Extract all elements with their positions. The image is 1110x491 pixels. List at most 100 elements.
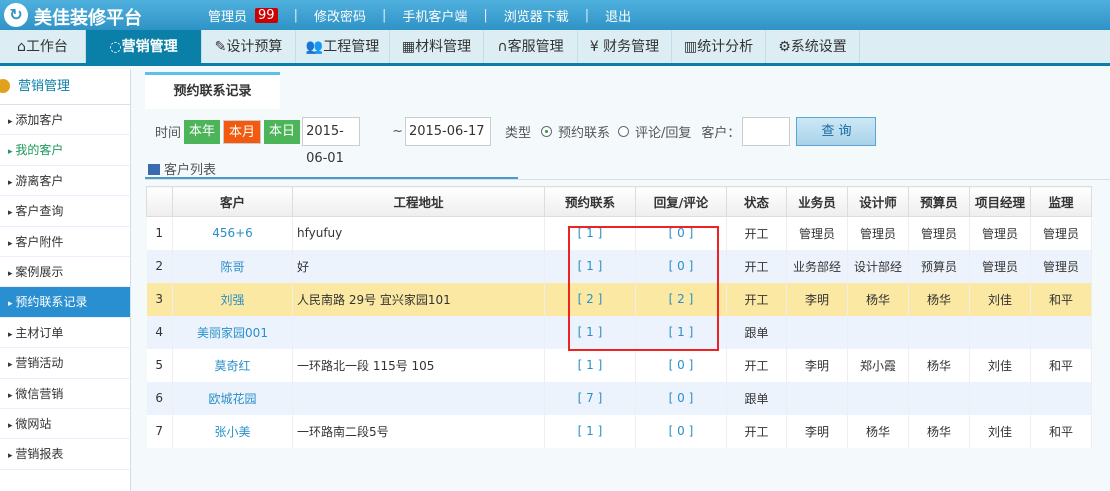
customer-input[interactable]: [742, 117, 791, 146]
contact-count-link[interactable]: [ 1 ]: [544, 414, 636, 448]
nav-tab-marketing[interactable]: ◌营销管理: [86, 30, 202, 63]
customer-link[interactable]: 刘强: [172, 282, 293, 316]
nav-tab-finance[interactable]: ¥ 财务管理: [578, 30, 672, 63]
sidebar-item-attachments[interactable]: 客户附件: [0, 227, 130, 257]
designer-cell: [847, 315, 909, 349]
sidebar-item-reports[interactable]: 营销报表: [0, 439, 130, 470]
manager-cell: 管理员: [969, 216, 1031, 250]
top-bar: ↻ 美佳装修平台 管理员 99 | 修改密码 | 手机客户端 | 浏览器下载 |…: [0, 0, 1110, 30]
status-cell: 开工: [726, 348, 787, 382]
home-icon: ⌂: [17, 39, 26, 55]
nav-tab-project[interactable]: 👥工程管理: [296, 30, 390, 63]
contact-count-link[interactable]: [ 7 ]: [544, 381, 636, 415]
customer-table: 客户 工程地址 预约联系 回复/评论 状态 业务员 设计师 预算员 项目经理 监理 1 456+6 h…: [146, 186, 1092, 448]
contact-count-link[interactable]: [ 1 ]: [544, 216, 636, 250]
designer-cell: 设计部经: [847, 249, 909, 283]
nav-tab-stats[interactable]: ▥统计分析: [672, 30, 766, 63]
contact-count-link[interactable]: [ 1 ]: [544, 249, 636, 283]
radio-comment[interactable]: [618, 126, 629, 137]
nav-tab-design[interactable]: ✎设计预算: [202, 30, 296, 63]
address-cell: [292, 381, 545, 415]
sidebar-item-activities[interactable]: 营销活动: [0, 348, 130, 379]
customer-link[interactable]: 欧城花园: [172, 381, 293, 415]
reply-count-link[interactable]: [ 2 ]: [635, 282, 727, 316]
customer-link[interactable]: 张小美: [172, 414, 293, 448]
start-date-input[interactable]: 2015-06-01: [302, 117, 361, 166]
reply-count-link[interactable]: [ 0 ]: [635, 348, 727, 382]
address-cell: [292, 315, 545, 349]
table-row[interactable]: 6 欧城花园 [ 7 ][ 0 ] 跟单: [146, 381, 1092, 415]
manager-cell: [969, 315, 1031, 349]
row-number: 1: [146, 216, 173, 250]
sidebar-item-orders[interactable]: 主材订单: [0, 318, 130, 349]
budgeter-cell: [908, 381, 970, 415]
sidebar-item-cases[interactable]: 案例展示: [0, 257, 130, 288]
customer-link[interactable]: 陈哥: [172, 249, 293, 283]
customer-link[interactable]: 456+6: [172, 216, 293, 250]
table-row[interactable]: 3 刘强 人民南路 29号 宜兴家园101[ 2 ][ 2 ] 开工 李明 杨华 杨华 刘佳和…: [146, 282, 1092, 316]
customer-link[interactable]: 美丽家园001: [172, 315, 293, 349]
customer-link[interactable]: 莫奇红: [172, 348, 293, 382]
top-links: 管理员 99 | 修改密码 | 手机客户端 | 浏览器下载 | 退出: [200, 6, 639, 25]
nav-tab-service[interactable]: ∩客服管理: [484, 30, 578, 63]
table-row[interactable]: 7 张小美 一环路南二段5号[ 1 ][ 0 ] 开工 李明 杨华 杨华 刘佳 和平: [146, 414, 1092, 448]
row-number: 6: [146, 381, 173, 415]
monitor-icon: [148, 164, 160, 175]
sidebar-item-my-customers[interactable]: 我的客户: [0, 135, 130, 166]
reply-count-link[interactable]: [ 0 ]: [635, 249, 727, 283]
table-row[interactable]: 1 456+6 hfyufuy[ 1 ][ 0 ] 开工 管理员 管理员 管理员 管理员 管理员: [146, 216, 1092, 250]
sidebar-item-customer-query[interactable]: 客户查询: [0, 196, 130, 227]
supervisor-cell: 和平: [1030, 414, 1092, 448]
column-header: 预约联系: [544, 186, 636, 217]
reply-count-link[interactable]: [ 0 ]: [635, 381, 727, 415]
logout-link[interactable]: 退出: [605, 10, 632, 25]
sidebar-item-add-customer[interactable]: 添加客户: [0, 105, 130, 136]
salesperson-cell: 李明: [786, 348, 848, 382]
contact-count-link[interactable]: [ 2 ]: [544, 282, 636, 316]
nav-tab-material[interactable]: ▦材料管理: [390, 30, 484, 63]
sidebar-item-microsite[interactable]: 微网站: [0, 409, 130, 440]
tab-contact-records[interactable]: 预约联系记录: [145, 72, 280, 109]
row-number: 5: [146, 348, 173, 382]
address-cell: hfyufuy: [292, 216, 545, 250]
browser-download-link[interactable]: 浏览器下载: [503, 10, 569, 25]
mobile-client-link[interactable]: 手机客户端: [402, 10, 468, 25]
change-password-link[interactable]: 修改密码: [313, 10, 366, 25]
radio-contact[interactable]: [540, 126, 552, 137]
this-month-button[interactable]: 本月: [223, 119, 262, 144]
column-header: 预算员: [908, 186, 970, 217]
column-header: 客户: [172, 186, 293, 217]
customer-list-heading: 客户列表: [148, 159, 216, 178]
sidebar-item-free-customers[interactable]: 游离客户: [0, 166, 130, 197]
manager-cell: [969, 381, 1031, 415]
sidebar-item-wechat[interactable]: 微信营销: [0, 379, 130, 409]
today-button[interactable]: 本日: [264, 119, 301, 144]
budgeter-cell: 杨华: [908, 282, 970, 316]
nav-tab-settings[interactable]: ⚙系统设置: [766, 30, 860, 63]
reply-count-link[interactable]: [ 0 ]: [635, 216, 727, 250]
designer-cell: 管理员: [847, 216, 909, 250]
query-button[interactable]: 查 询: [796, 117, 877, 146]
budgeter-cell: 预算员: [908, 249, 970, 283]
user-link[interactable]: 管理员: [208, 10, 248, 25]
status-cell: 跟单: [726, 315, 787, 349]
reply-count-link[interactable]: [ 1 ]: [635, 315, 727, 349]
message-badge[interactable]: 99: [255, 8, 278, 23]
edit-icon: ✎: [214, 39, 227, 55]
table-row[interactable]: 2 陈哥好[ 1 ][ 0 ] 开工 业务部经 设计部经 预算员 管理员 管理员: [146, 249, 1092, 283]
chat-icon: ◌: [109, 39, 122, 55]
reply-count-link[interactable]: [ 0 ]: [635, 414, 727, 448]
marketing-icon: [0, 79, 10, 93]
logo-icon: ↻: [4, 3, 28, 27]
table-row[interactable]: 4 美丽家园001[ 1 ][ 1 ] 跟单: [146, 315, 1092, 349]
end-date-input[interactable]: 2015-06-17: [404, 117, 491, 146]
filter-bar: 时间 本年 本月 本日 2015-06-01 ~ 2015-06-17 类型 预…: [155, 117, 877, 166]
contact-count-link[interactable]: [ 1 ]: [544, 348, 636, 382]
address-cell: 一环路北一段 115号 105: [292, 348, 545, 382]
table-row[interactable]: 5 莫奇红 一环路北一段 115号 105[ 1 ][ 0 ] 开工 李明 郑小霞 杨华 刘佳…: [146, 348, 1092, 382]
sidebar-item-contact-records[interactable]: 预约联系记录: [0, 287, 130, 318]
contact-count-link[interactable]: [ 1 ]: [544, 315, 636, 349]
this-year-button[interactable]: 本年: [184, 119, 221, 144]
nav-tab-workbench[interactable]: ⌂工作台: [0, 30, 86, 63]
manager-cell: 管理员: [969, 249, 1031, 283]
